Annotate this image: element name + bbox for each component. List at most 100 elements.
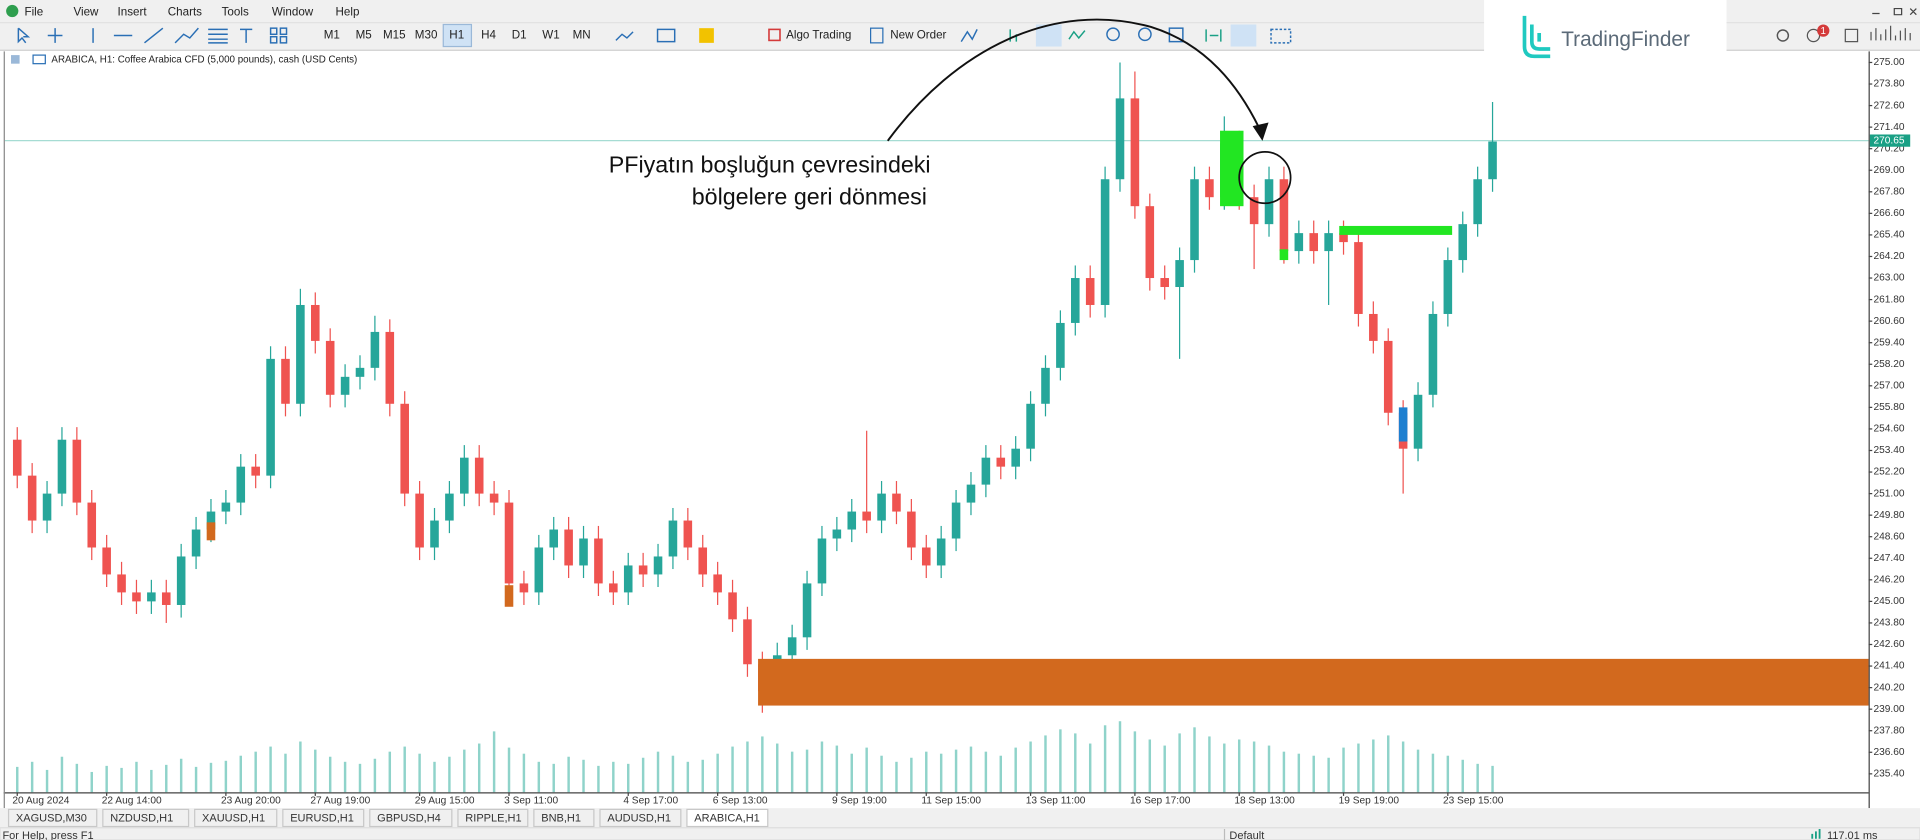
indicator-icon[interactable] xyxy=(960,29,978,43)
search-icon[interactable] xyxy=(1776,29,1790,42)
volume-bar xyxy=(671,755,675,793)
volume-bar xyxy=(120,767,123,793)
signals-icon[interactable] xyxy=(1068,30,1086,40)
candle-body xyxy=(400,403,409,494)
menu-item[interactable]: Help xyxy=(336,5,360,18)
zoom-out-icon[interactable] xyxy=(1138,27,1152,42)
timeframe-button[interactable]: M5 xyxy=(356,29,372,42)
menu-item[interactable]: Insert xyxy=(118,5,148,18)
chart-tab[interactable]: BNB,H1 xyxy=(541,812,581,824)
shapes-icon[interactable] xyxy=(269,27,278,36)
candle-body xyxy=(161,592,171,605)
menu-item[interactable]: File xyxy=(24,5,43,18)
candle-body xyxy=(1383,340,1393,413)
menu-item[interactable]: Window xyxy=(272,5,314,18)
tab-bg xyxy=(102,808,190,828)
volume-bar xyxy=(835,745,839,793)
timeframe-button[interactable]: MN xyxy=(573,29,591,42)
y-tick-label: 273.80 xyxy=(1873,79,1904,90)
candle-body xyxy=(445,493,454,521)
chart-tab[interactable]: AUDUSD,H1 xyxy=(607,812,671,824)
new-order-button[interactable]: New Order xyxy=(890,29,946,42)
chart-tab[interactable]: RIPPLE,H1 xyxy=(465,812,521,824)
crosshair-icon[interactable] xyxy=(47,28,63,43)
shapes-icon[interactable] xyxy=(269,36,278,44)
candle-body xyxy=(802,583,812,638)
shapes-icon[interactable] xyxy=(279,36,288,44)
y-tick-label: 248.60 xyxy=(1873,531,1904,542)
volume-bar xyxy=(343,761,347,793)
y-tick-label: 252.20 xyxy=(1873,467,1904,478)
volume-bar xyxy=(701,759,704,793)
candle-body xyxy=(564,529,573,566)
channel-icon[interactable] xyxy=(174,27,199,44)
menu-item[interactable]: Tools xyxy=(222,5,249,18)
screenshot-icon[interactable] xyxy=(1270,28,1292,44)
y-tick-label: 269.00 xyxy=(1873,165,1904,176)
account-icon[interactable] xyxy=(1844,28,1859,43)
template-icon[interactable] xyxy=(656,28,676,43)
timeframe-button[interactable]: D1 xyxy=(512,29,527,42)
trendline-icon[interactable] xyxy=(144,27,164,44)
timeframe-button[interactable]: H1 xyxy=(449,29,464,42)
chart-tab[interactable]: ARABICA,H1 xyxy=(694,812,760,824)
candle-body xyxy=(1488,141,1497,180)
scroll-icon[interactable] xyxy=(1205,29,1222,42)
status-profile: Default xyxy=(1229,830,1264,840)
timeframe-button[interactable]: M15 xyxy=(383,29,406,42)
volume-bar xyxy=(1163,745,1166,793)
volume-bar xyxy=(418,753,421,793)
chart-tab[interactable]: GBPUSD,H4 xyxy=(377,812,441,824)
candle-body xyxy=(1085,278,1095,305)
timeframe-button[interactable]: W1 xyxy=(542,29,559,42)
toolbar-icons xyxy=(17,27,1292,44)
y-tick-label: 247.40 xyxy=(1873,553,1904,564)
order-icon[interactable] xyxy=(870,27,884,44)
window-controls[interactable] xyxy=(1872,7,1917,16)
chart-tab[interactable]: EURUSD,H1 xyxy=(290,812,354,824)
volume-bar xyxy=(790,751,794,793)
coin-icon[interactable] xyxy=(699,28,714,43)
volume-bar xyxy=(90,771,93,793)
volume-bar xyxy=(1252,741,1256,793)
chart-tab[interactable]: XAUUSD,H1 xyxy=(202,812,265,824)
tab-bg xyxy=(7,808,98,828)
timeframe-button[interactable]: M30 xyxy=(415,29,438,42)
candle-body xyxy=(1175,260,1184,288)
candle-body xyxy=(936,538,946,566)
chart-tab[interactable]: XAGUSD,M30 xyxy=(16,812,87,824)
y-tick-label: 253.40 xyxy=(1873,445,1904,456)
chart-type-icon[interactable] xyxy=(615,31,634,41)
candle-body xyxy=(370,331,380,368)
menu-item[interactable]: Charts xyxy=(168,5,202,18)
y-tick-label: 259.40 xyxy=(1873,337,1904,348)
timeframe-button[interactable]: H4 xyxy=(481,29,496,42)
shapes-icon[interactable] xyxy=(279,27,288,36)
candle-body xyxy=(1413,394,1423,449)
cursor-icon[interactable] xyxy=(17,27,31,44)
x-tick-label: 13 Sep 11:00 xyxy=(1026,796,1086,807)
x-tick-label: 9 Sep 19:00 xyxy=(832,796,887,807)
algo-icon[interactable] xyxy=(768,28,781,42)
candle-body xyxy=(87,502,97,548)
volume-bar xyxy=(1476,763,1479,793)
candle-body xyxy=(594,538,603,584)
chart-tab[interactable]: NZDUSD,H1 xyxy=(110,812,173,824)
candle-body xyxy=(1443,260,1453,314)
volume-bar xyxy=(1387,735,1390,793)
timeframe-button[interactable]: M1 xyxy=(324,29,340,42)
text-icon[interactable] xyxy=(240,28,253,43)
candle-body xyxy=(1056,322,1065,368)
header-icon xyxy=(32,54,46,65)
zoom-in-icon[interactable] xyxy=(1106,27,1120,42)
candle-body xyxy=(12,439,22,476)
fibo-icon[interactable] xyxy=(208,28,228,44)
volume-bar xyxy=(1297,753,1301,793)
menu-item[interactable]: View xyxy=(73,5,99,18)
candle-body xyxy=(1324,233,1333,252)
candle-body xyxy=(1473,179,1482,225)
candle-body xyxy=(266,358,275,476)
algo-trading-button[interactable]: Algo Trading xyxy=(786,29,851,42)
volume-bar xyxy=(1178,733,1181,793)
